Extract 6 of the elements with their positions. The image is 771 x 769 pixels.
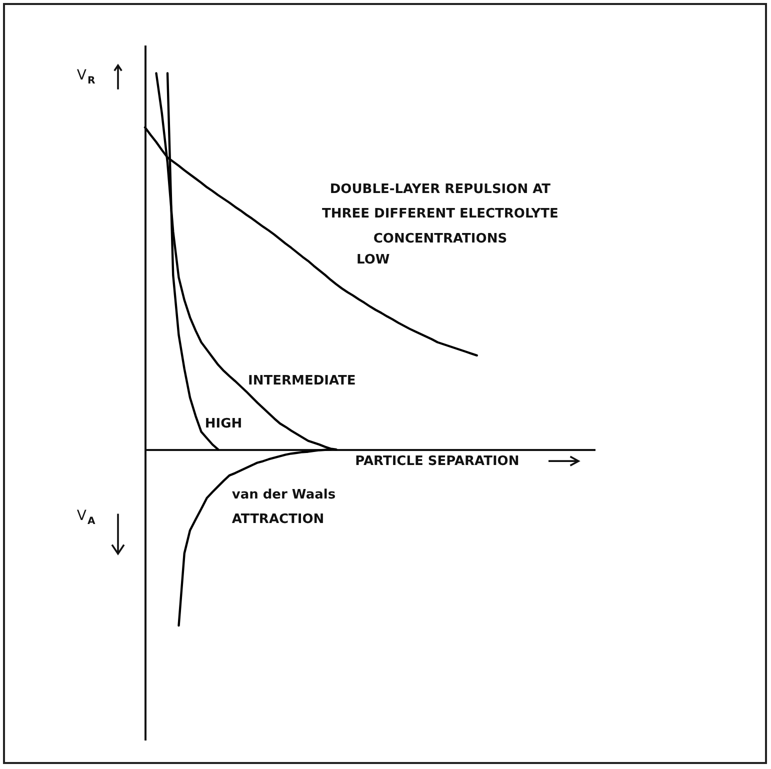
series-label: HIGH [204, 416, 242, 432]
series-label: INTERMEDIATE [248, 374, 356, 389]
series-label: LOW [356, 252, 390, 268]
x-axis-title: PARTICLE SEPARATION [355, 454, 520, 470]
text: DOUBLE-LAYER REPULSION AT THREE DIFFERENT ELECTROLYTE CONCENTRATIONS [322, 182, 558, 246]
series-label: van der Waals ATTRACTION [232, 487, 336, 528]
